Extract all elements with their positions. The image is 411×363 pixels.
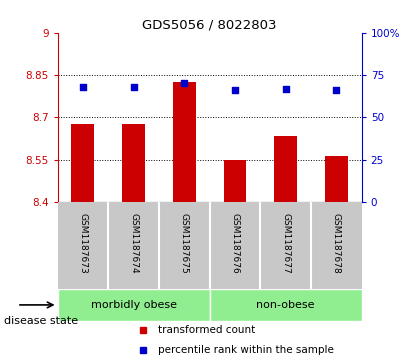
Text: GSM1187674: GSM1187674 [129,212,138,273]
Point [282,86,289,91]
Point [232,87,238,93]
Text: disease state: disease state [4,316,78,326]
Bar [58,289,210,321]
Text: percentile rank within the sample: percentile rank within the sample [158,345,334,355]
Point [333,87,339,93]
Text: GSM1187676: GSM1187676 [231,212,240,273]
Text: non-obese: non-obese [256,300,315,310]
Text: morbidly obese: morbidly obese [90,300,177,310]
Point [80,84,86,90]
Bar [173,82,196,202]
Bar [210,289,362,321]
Title: GDS5056 / 8022803: GDS5056 / 8022803 [142,19,277,32]
Point [130,84,137,90]
Point [181,81,187,86]
Text: transformed count: transformed count [158,325,255,335]
Bar [325,156,348,202]
Text: GSM1187677: GSM1187677 [281,212,290,273]
Text: GSM1187678: GSM1187678 [332,212,341,273]
Bar [224,160,246,202]
Bar [122,123,145,202]
Bar [274,136,297,202]
Text: GSM1187673: GSM1187673 [79,212,88,273]
Bar [72,125,94,202]
Text: GSM1187675: GSM1187675 [180,212,189,273]
